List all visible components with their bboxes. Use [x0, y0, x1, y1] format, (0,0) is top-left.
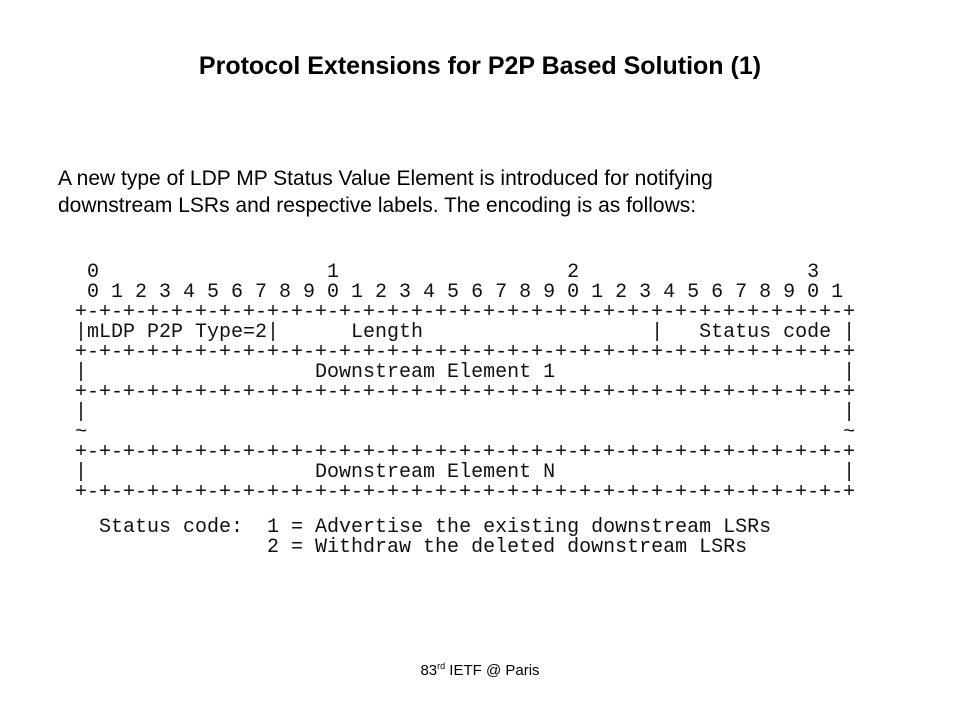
diagram-line: ~ ~ [75, 421, 856, 444]
diagram-line: +-+-+-+-+-+-+-+-+-+-+-+-+-+-+-+-+-+-+-+-… [75, 441, 856, 464]
slide-title: Protocol Extensions for P2P Based Soluti… [198, 52, 762, 80]
footer-suffix: rd [437, 661, 446, 671]
diagram-line: +-+-+-+-+-+-+-+-+-+-+-+-+-+-+-+-+-+-+-+-… [75, 481, 856, 504]
status-line: Status code: 1 = Advertise the existing … [75, 516, 772, 539]
footer-number: 83 [420, 662, 438, 679]
diagram-line: | | [75, 401, 856, 424]
diagram-line: +-+-+-+-+-+-+-+-+-+-+-+-+-+-+-+-+-+-+-+-… [75, 341, 856, 364]
diagram-line: | Downstream Element 1 | [75, 361, 856, 384]
diagram-line: 0 1 2 3 4 5 6 7 8 9 0 1 2 3 4 5 6 7 8 9 … [75, 281, 844, 304]
packet-diagram: 0 1 2 3 0 1 2 3 4 5 6 7 8 9 0 1 2 3 4 5 … [75, 263, 855, 503]
intro-text: A new type of LDP MP Status Value Elemen… [58, 165, 713, 219]
footer-text: IETF @ Paris [445, 662, 540, 679]
status-line: 2 = Withdraw the deleted downstream LSRs [75, 536, 748, 559]
diagram-line: 0 1 2 3 [75, 261, 820, 284]
footer: 83rd IETF @ Paris [0, 661, 960, 679]
intro-line: A new type of LDP MP Status Value Elemen… [58, 167, 713, 190]
diagram-line: |mLDP P2P Type=2| Length | Status code | [75, 321, 856, 344]
diagram-line: +-+-+-+-+-+-+-+-+-+-+-+-+-+-+-+-+-+-+-+-… [75, 381, 856, 404]
diagram-line: +-+-+-+-+-+-+-+-+-+-+-+-+-+-+-+-+-+-+-+-… [75, 301, 856, 324]
diagram-line: | Downstream Element N | [75, 461, 856, 484]
status-codes: Status code: 1 = Advertise the existing … [75, 518, 771, 558]
intro-line: downstream LSRs and respective labels. T… [58, 194, 697, 217]
